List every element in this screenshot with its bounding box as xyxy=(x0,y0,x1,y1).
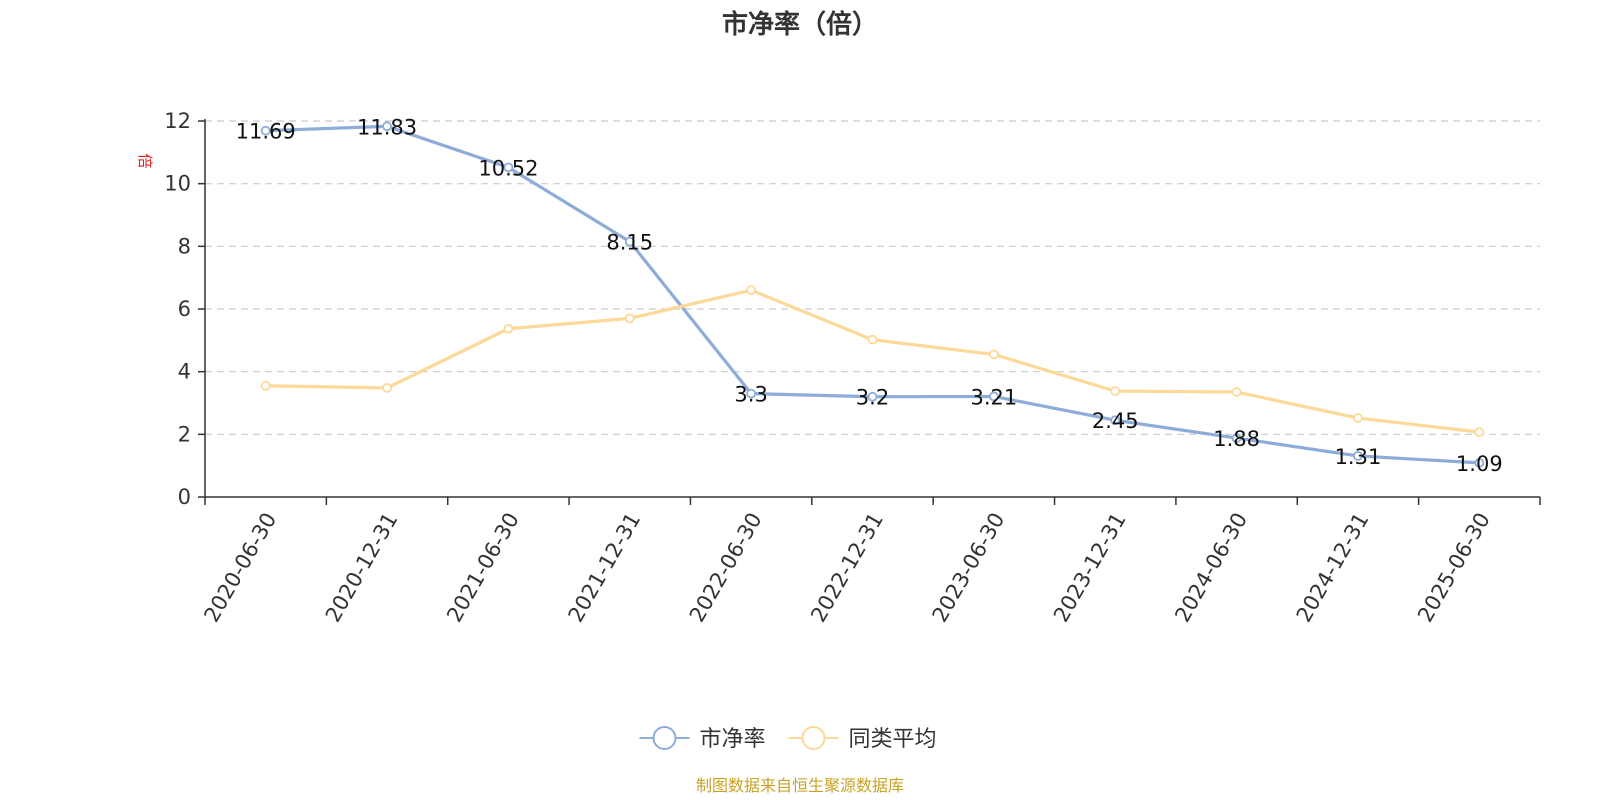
data-label-2023-12-31: 2.45 xyxy=(1092,409,1139,433)
series-line-市净率 xyxy=(265,124,1480,465)
axes: 0 2 4 6 8 10 12 2020-06-30 2020-12-31 2021-06-30 2… xyxy=(164,109,1541,627)
data-label-2023-06-30: 3.21 xyxy=(970,385,1017,409)
legend-item-1: 市净率 xyxy=(639,726,766,752)
x-tick-label-2023-12-31: 2023-12-31 xyxy=(1049,509,1131,627)
x-tick-label-2024-12-31: 2024-12-31 xyxy=(1292,509,1374,627)
legend-label-市净率: 市净率 xyxy=(700,727,766,752)
data-labels: 11.69 11.83 10.52 8.15 3.3 3.2 3.21 2.45 1.88 1.3… xyxy=(236,115,1503,476)
data-point-市净率-2024-12-31 xyxy=(1353,451,1363,461)
x-tick-label-2021-06-30: 2021-06-30 xyxy=(442,509,524,627)
data-point-同类平均-2020-12-31 xyxy=(382,383,392,393)
series-line-同类平均 xyxy=(265,288,1480,434)
data-label-2024-12-31: 1.31 xyxy=(1335,445,1382,469)
legend: 市净率 同类平均 xyxy=(639,726,937,752)
y-tick-label-4: 4 xyxy=(178,360,191,384)
data-point-同类平均-2024-12-31 xyxy=(1353,413,1363,423)
data-point-市净率-2020-06-30 xyxy=(260,125,271,136)
data-label-2022-12-31: 3.2 xyxy=(856,386,889,410)
data-point-市净率-2022-12-31 xyxy=(867,391,878,402)
legend-marker-市净率 xyxy=(652,726,677,750)
data-point-市净率-2021-06-30 xyxy=(503,162,514,173)
x-tick-label-2020-12-31: 2020-12-31 xyxy=(321,508,403,626)
data-point-市净率-2020-12-31 xyxy=(382,121,392,132)
data-label-2022-06-30: 3.3 xyxy=(734,383,767,407)
data-label-2024-06-30: 1.88 xyxy=(1213,427,1260,451)
x-tick-label-2022-06-30: 2022-06-30 xyxy=(685,509,767,627)
data-label-2020-12-31: 11.83 xyxy=(357,115,417,139)
data-point-市净率-2023-06-30 xyxy=(988,391,999,402)
y-axis-unit-label: 倍 xyxy=(136,153,154,168)
data-point-同类平均-2023-06-30 xyxy=(988,349,999,360)
data-point-同类平均-2022-12-31 xyxy=(867,334,878,345)
data-label-2025-06-30: 1.09 xyxy=(1456,452,1503,476)
y-tick-label-6: 6 xyxy=(178,297,191,321)
legend-item-2: 同类平均 xyxy=(788,726,937,752)
data-point-市净率-2022-06-30 xyxy=(746,388,757,399)
data-point-同类平均-2024-06-30 xyxy=(1231,387,1242,397)
series-1 xyxy=(260,121,1485,468)
y-tick-label-2: 2 xyxy=(178,422,191,446)
data-point-市净率-2021-12-31 xyxy=(624,236,635,247)
series-layer xyxy=(260,121,1485,468)
data-point-市净率-2025-06-30 xyxy=(1474,457,1485,468)
x-tick-label-2025-06-30: 2025-06-30 xyxy=(1413,509,1495,627)
y-tick-label-10: 10 xyxy=(164,172,191,196)
x-tick-label-2022-12-31: 2022-12-31 xyxy=(806,509,888,627)
x-tick-label-2023-06-30: 2023-06-30 xyxy=(928,509,1010,627)
source-note: 制图数据来自恒生聚源数据库 xyxy=(696,776,904,795)
data-point-同类平均-2025-06-30 xyxy=(1474,427,1485,438)
data-label-2021-06-30: 10.52 xyxy=(478,156,538,180)
data-point-市净率-2023-12-31 xyxy=(1110,415,1121,426)
x-tick-label-2024-06-30: 2024-06-30 xyxy=(1170,509,1252,627)
data-point-同类平均-2021-12-31 xyxy=(624,313,635,324)
y-tick-label-0: 0 xyxy=(178,485,191,509)
data-label-2021-12-31: 8.15 xyxy=(606,231,653,255)
chart-title: 市净率（倍） xyxy=(722,9,878,40)
data-point-同类平均-2022-06-30 xyxy=(746,285,757,296)
x-tick-label-2021-12-31: 2021-12-31 xyxy=(563,509,645,627)
legend-marker-同类平均 xyxy=(801,726,826,750)
x-tick-label-2020-06-30: 2020-06-30 xyxy=(199,509,281,627)
data-point-同类平均-2023-12-31 xyxy=(1110,386,1121,396)
y-tick-label-12: 12 xyxy=(164,109,191,133)
grid xyxy=(205,120,1540,435)
data-label-2020-06-30: 11.69 xyxy=(236,120,296,144)
data-point-市净率-2024-06-30 xyxy=(1231,433,1242,443)
y-tick-label-8: 8 xyxy=(178,234,191,258)
legend-label-同类平均: 同类平均 xyxy=(849,727,937,752)
series-2 xyxy=(260,285,1485,438)
data-point-同类平均-2020-06-30 xyxy=(260,380,271,391)
data-point-同类平均-2021-06-30 xyxy=(503,323,514,334)
